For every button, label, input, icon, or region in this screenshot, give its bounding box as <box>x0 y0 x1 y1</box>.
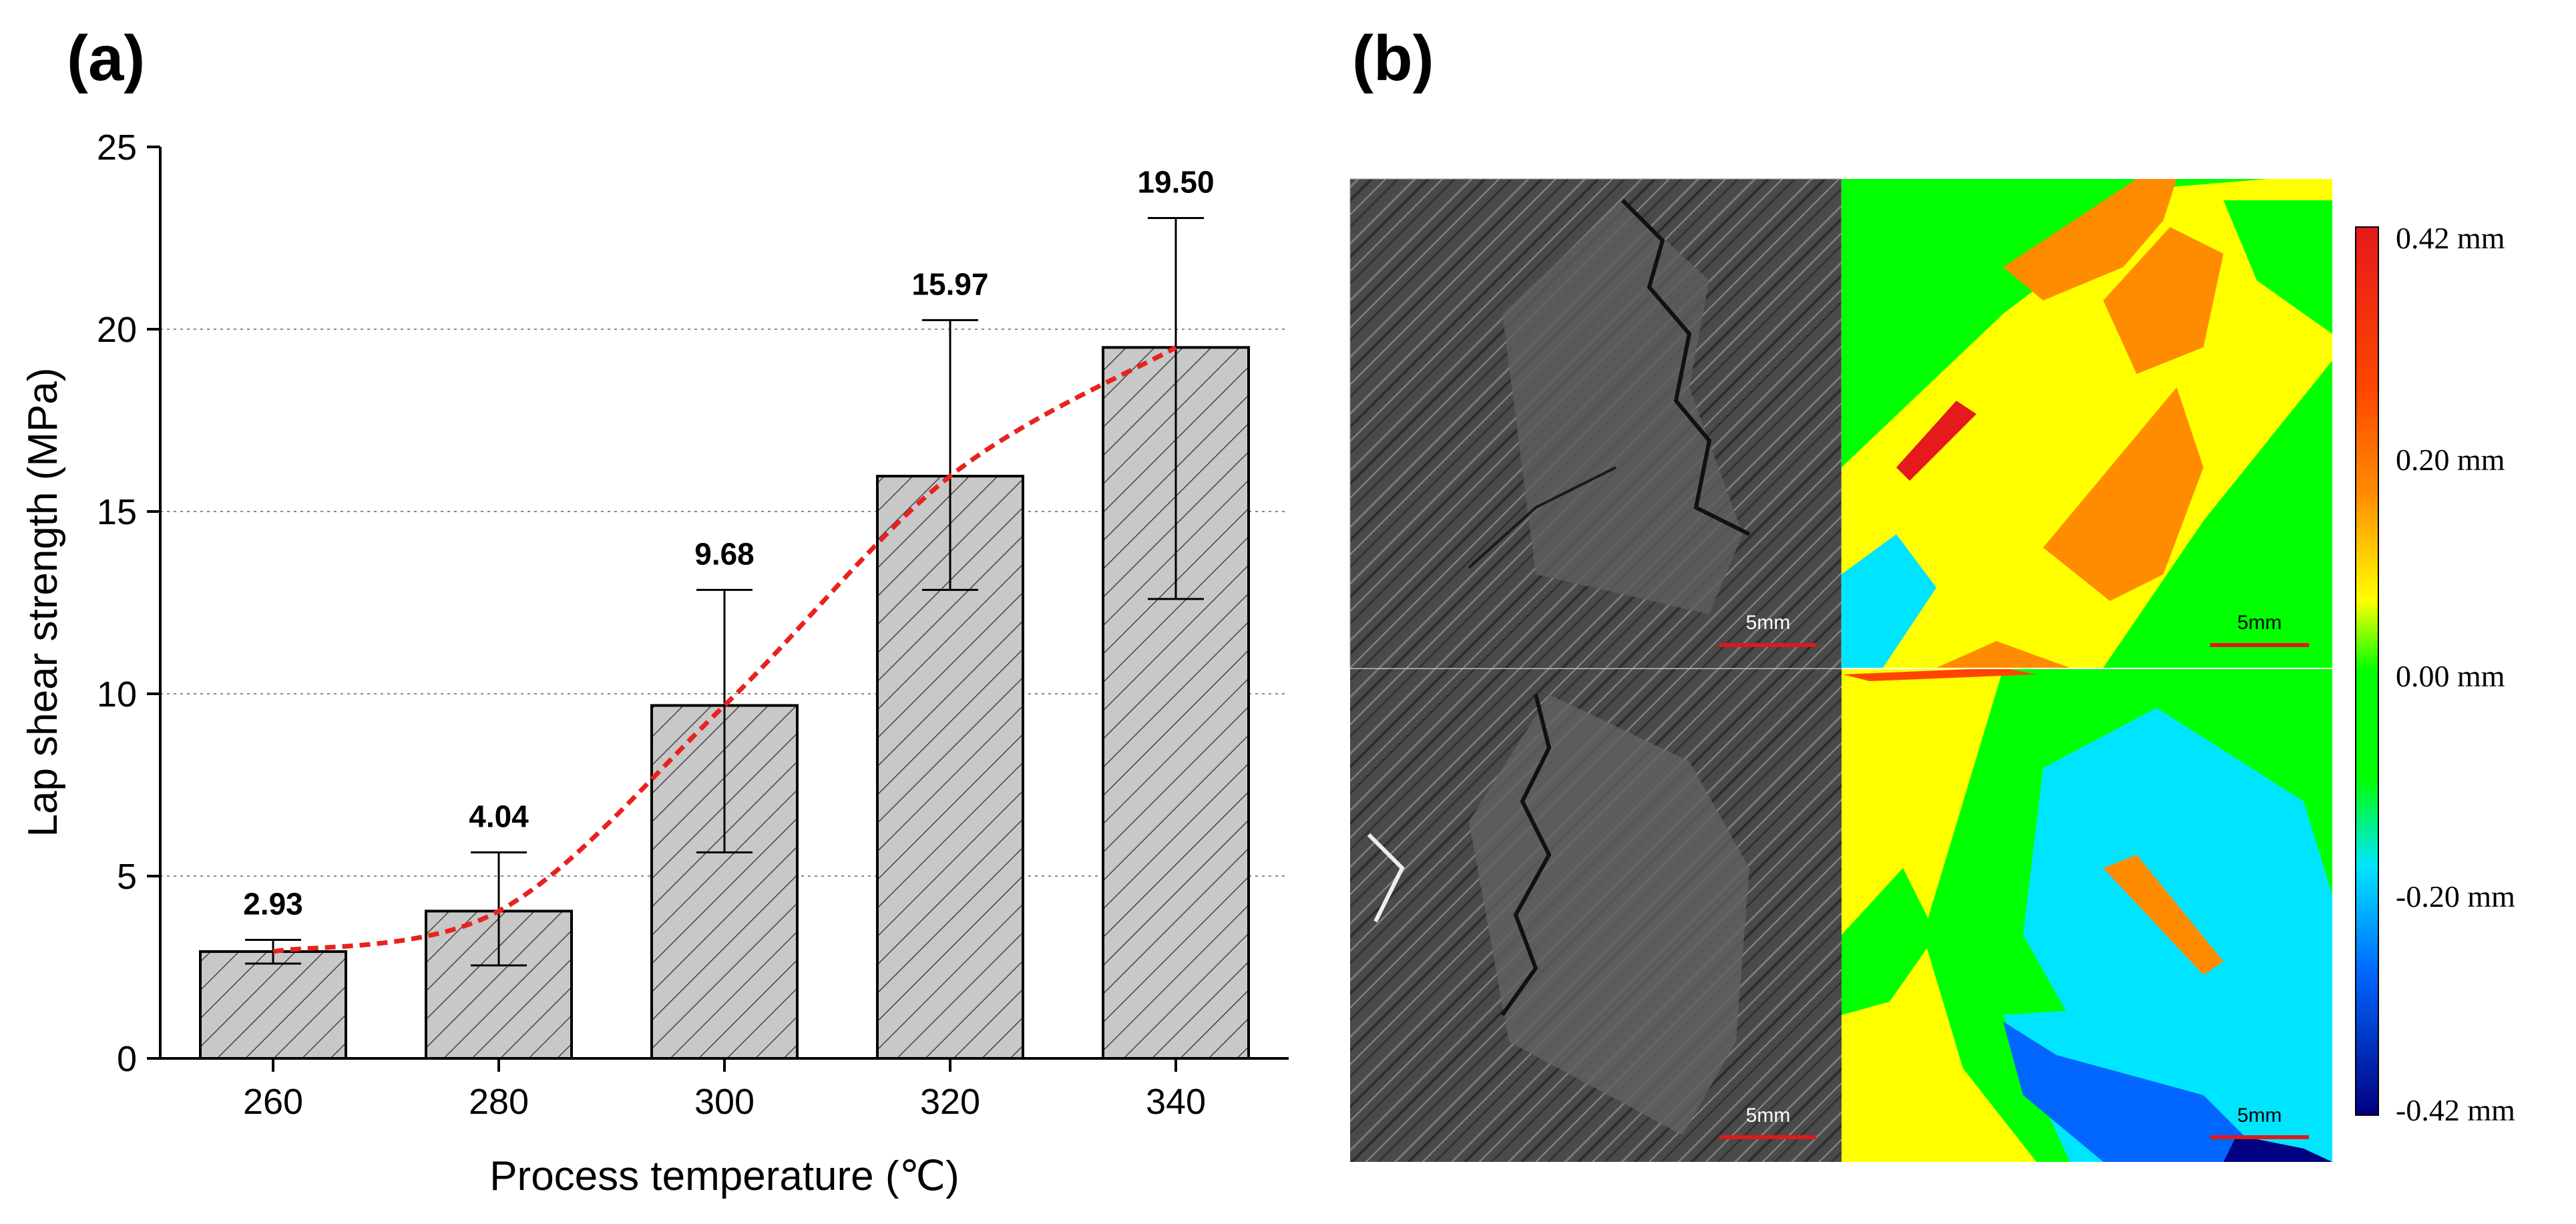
y-ticks: 0 5 10 15 20 25 <box>97 128 160 1079</box>
x-tick-label: 280 <box>469 1082 529 1122</box>
bar <box>199 950 347 1060</box>
y-tick-label: 5 <box>117 857 137 897</box>
colorbar-label-min: -0.42 mm <box>2396 1093 2515 1127</box>
x-axis-title: Process temperature (℃) <box>489 1153 959 1199</box>
x-ticks: 260 280 300 320 340 <box>243 1058 1206 1122</box>
data-label: 9.68 <box>694 536 755 571</box>
x-tick-label: 340 <box>1146 1082 1206 1122</box>
data-label: 19.50 <box>1137 164 1214 199</box>
gridlines <box>160 329 1289 877</box>
scale-label-bottom-left: 5mm <box>1746 1104 1791 1127</box>
data-labels: 2.93 4.04 9.68 15.97 19.50 <box>243 164 1214 921</box>
data-label: 4.04 <box>469 799 529 834</box>
height-map-top: 5mm <box>1842 179 2332 668</box>
data-label: 15.97 <box>911 266 988 301</box>
data-label: 2.93 <box>243 887 303 922</box>
x-tick-label: 320 <box>920 1082 980 1122</box>
scale-label-top-left: 5mm <box>1746 612 1791 634</box>
colorbar-label-low: -0.20 mm <box>2396 879 2515 913</box>
panel-a-label: (a) <box>67 23 145 94</box>
x-tick-label: 300 <box>694 1082 755 1122</box>
y-tick-label: 20 <box>97 310 137 350</box>
scale-label-bottom-right: 5mm <box>2237 1104 2282 1127</box>
panel-b-label: (b) <box>1352 23 1434 94</box>
colorbar-label-zero: 0.00 mm <box>2396 659 2505 693</box>
fracture-image-top-gray: 5mm <box>1349 178 1842 669</box>
x-tick-label: 260 <box>243 1082 303 1122</box>
y-axis-title: Lap shear strength (MPa) <box>20 367 66 837</box>
colorbar <box>2355 226 2379 1116</box>
trend-line <box>272 345 1177 954</box>
y-tick-label: 10 <box>97 674 137 715</box>
colorbar-label-max: 0.42 mm <box>2396 221 2505 255</box>
y-tick-label: 25 <box>97 128 137 168</box>
colorbar-label-high: 0.20 mm <box>2396 443 2505 477</box>
fracture-image-bottom-gray: 5mm <box>1350 669 1842 1162</box>
scale-label-top-right: 5mm <box>2237 612 2282 634</box>
height-map-bottom: 5mm <box>1842 669 2332 1162</box>
y-tick-label: 0 <box>117 1039 137 1079</box>
y-tick-label: 15 <box>97 492 137 532</box>
error-bars <box>245 216 1204 967</box>
